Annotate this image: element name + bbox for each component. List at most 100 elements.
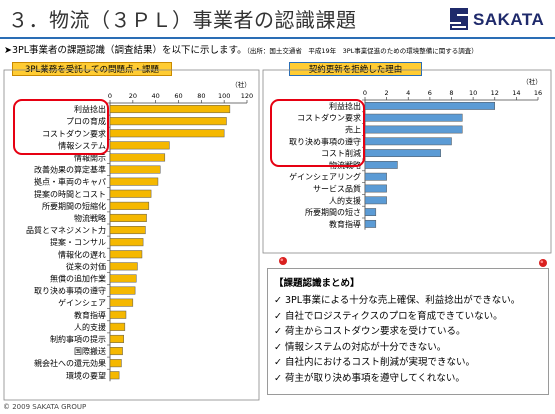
logo-text: SAKATA xyxy=(473,10,545,29)
category-label: 利益捻出 xyxy=(329,101,361,111)
category-label: 所要期間の短縮化 xyxy=(42,201,106,211)
bar xyxy=(109,177,159,186)
category-label: コストダウン要求 xyxy=(42,128,106,138)
right-highlight-box xyxy=(270,99,365,167)
subtitle: ➤3PL事業者の課題認識（調査結果）を以下に示します。（出所：国土交通省 平成1… xyxy=(4,42,478,56)
bar xyxy=(364,196,387,205)
category-label: 情報システム xyxy=(58,140,106,150)
x-tick-label: 14 xyxy=(512,89,520,97)
category-label: サービス品質 xyxy=(313,184,361,194)
category-label: 改善効果の算定基準 xyxy=(34,165,106,175)
bar xyxy=(109,286,136,295)
summary-item: ✓ 荷主からコストダウン要求を受けている。 xyxy=(274,326,466,337)
x-tick-label: 20 xyxy=(129,92,137,100)
category-label: 取り決め事項の遵守 xyxy=(289,136,361,146)
category-label: 売上 xyxy=(345,125,361,135)
x-tick-label: 120 xyxy=(241,92,253,100)
bar xyxy=(364,160,398,169)
category-label: 物流戦略 xyxy=(329,160,361,170)
bar xyxy=(364,113,463,122)
sakata-logo-icon xyxy=(450,8,468,30)
chart-unit: （社） xyxy=(231,80,251,89)
left-highlight-box xyxy=(13,99,109,155)
bar xyxy=(109,262,138,271)
bar xyxy=(109,201,150,210)
bar xyxy=(364,184,387,193)
summary-list: ✓ 3PL事業による十分な売上確保、利益捻出ができない。 ✓ 自社でロジスティク… xyxy=(274,293,520,386)
bar xyxy=(364,149,441,158)
copyright: © 2009 SAKATA GROUP xyxy=(3,403,87,411)
x-tick-label: 40 xyxy=(152,92,160,100)
bar xyxy=(364,137,452,146)
category-label: 拠点・車両のキャパ xyxy=(34,177,106,187)
summary-box: 【課題認識まとめ】 ✓ 3PL事業による十分な売上確保、利益捻出ができない。 ✓… xyxy=(267,268,549,395)
summary-item: ✓ 自社でロジスティクスのプロを育成できていない。 xyxy=(274,310,503,322)
x-tick-label: 10 xyxy=(469,89,477,97)
bar xyxy=(109,371,120,380)
category-label: 国際搬送 xyxy=(74,346,106,356)
bar xyxy=(109,334,124,343)
bar xyxy=(109,347,123,356)
summary-item: ✓ 情報システムの対応が十分できない。 xyxy=(274,341,447,353)
category-label: 情報化の遅れ xyxy=(58,249,106,259)
bar xyxy=(109,226,146,235)
bar xyxy=(364,219,377,228)
summary-item: ✓ 自社内におけるコスト削減が実現できない。 xyxy=(274,357,475,368)
x-tick-label: 16 xyxy=(534,89,542,97)
category-label: 人的支援 xyxy=(329,195,361,205)
bar xyxy=(364,172,387,181)
category-label: 提案・コンサル xyxy=(50,237,106,247)
bar xyxy=(364,208,377,217)
bar xyxy=(109,189,152,198)
category-label: 所要期間の短さ xyxy=(305,207,361,217)
category-label: 教育指導 xyxy=(74,310,106,320)
x-tick-label: 0 xyxy=(363,89,367,97)
header: ３．物流（３ＰＬ）事業者の認識課題 SAKATA xyxy=(0,0,555,39)
category-label: ゲインシェアリング xyxy=(289,172,361,182)
category-label: 制約事項の提示 xyxy=(50,334,106,344)
pushpin-icon xyxy=(279,257,287,265)
chart-unit: （社） xyxy=(522,77,542,86)
x-tick-label: 80 xyxy=(197,92,205,100)
bar xyxy=(109,153,166,162)
category-label: コストダウン要求 xyxy=(297,113,361,123)
bar xyxy=(109,322,126,331)
summary-item: ✓ 荷主が取り決め事項を遵守してくれない。 xyxy=(274,372,465,384)
x-tick-label: 4 xyxy=(406,89,410,97)
chart-frame xyxy=(262,69,552,254)
x-tick-label: 12 xyxy=(491,89,499,97)
category-label: 品質とマネジメント力 xyxy=(26,225,106,235)
x-tick-label: 60 xyxy=(174,92,182,100)
bar xyxy=(109,238,144,247)
subtitle-text: ➤3PL事業者の課題認識（調査結果）を以下に示します。 xyxy=(4,45,247,56)
summary-title: 【課題認識まとめ】 xyxy=(274,278,360,289)
category-label: 提案の時間とコスト xyxy=(34,189,106,199)
x-tick-label: 100 xyxy=(218,92,230,100)
category-label: 物流戦略 xyxy=(74,213,106,223)
category-label: 教育指導 xyxy=(329,219,361,229)
x-tick-label: 6 xyxy=(428,89,432,97)
bar xyxy=(109,250,143,259)
bar xyxy=(109,298,134,307)
category-label: コスト削減 xyxy=(321,148,361,158)
category-label: 人的支援 xyxy=(74,322,106,332)
pushpin-icon xyxy=(539,259,547,267)
category-label: 利益捻出 xyxy=(74,104,106,114)
bar xyxy=(109,117,227,126)
category-label: 情報開示 xyxy=(74,152,106,162)
bar xyxy=(109,274,137,283)
bar xyxy=(109,213,147,222)
x-tick-label: 2 xyxy=(385,89,389,97)
x-tick-label: 8 xyxy=(449,89,453,97)
bar xyxy=(109,310,127,319)
category-label: 取り決め事項の遵守 xyxy=(34,286,106,296)
category-label: プロの育成 xyxy=(66,116,106,126)
x-tick-label: 0 xyxy=(108,92,112,100)
category-label: 親会社への還元効果 xyxy=(34,358,106,368)
header-divider xyxy=(0,37,555,39)
bar xyxy=(364,125,463,134)
bar xyxy=(109,105,231,114)
category-label: 環境の要望 xyxy=(66,370,106,380)
